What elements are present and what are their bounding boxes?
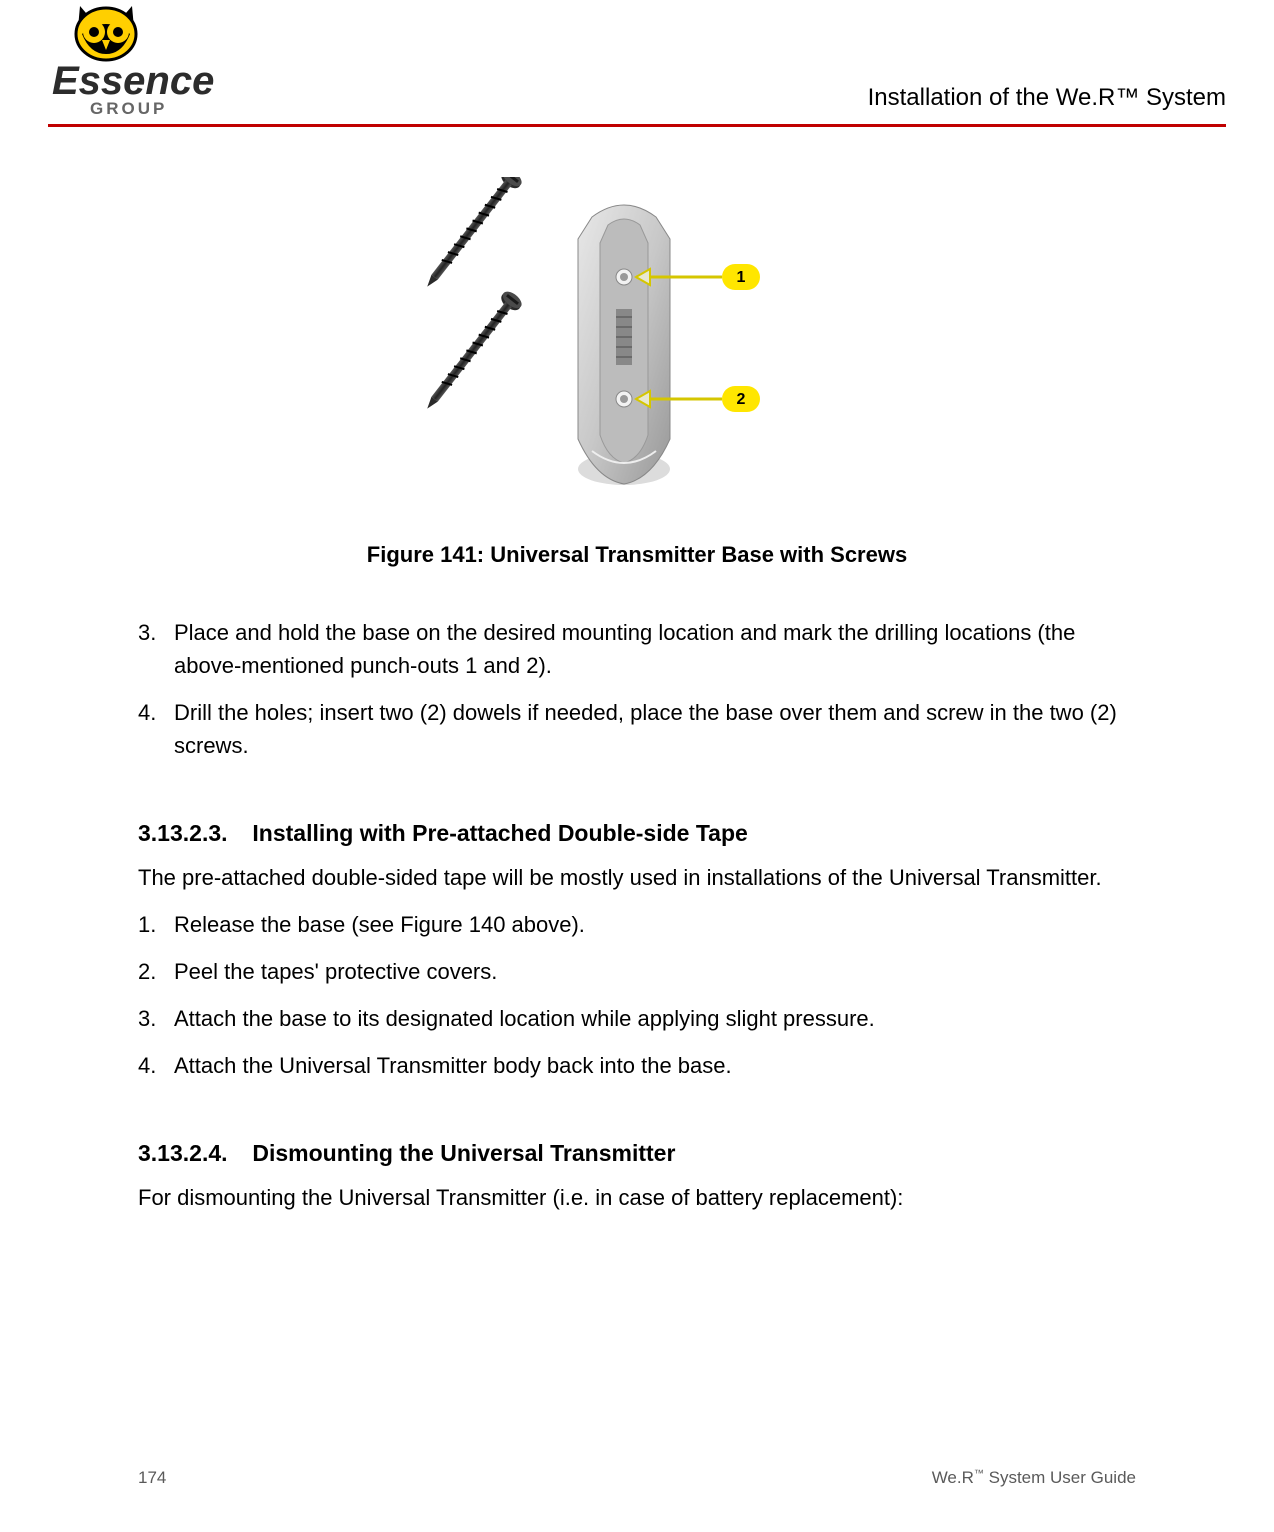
section-heading: 3.13.2.4. Dismounting the Universal Tran… [138,1140,1136,1167]
section-heading: 3.13.2.3. Installing with Pre-attached D… [138,820,1136,847]
page-number: 174 [138,1468,166,1488]
section-title: Dismounting the Universal Transmitter [252,1140,675,1166]
essence-logo: Essence GROUP [48,0,228,120]
step-list-a: 3. Place and hold the base on the desire… [138,616,1136,762]
list-item: 1. Release the base (see Figure 140 abov… [138,908,1136,941]
list-number: 2. [138,955,156,988]
list-text: Drill the holes; insert two (2) dowels i… [174,700,1117,758]
svg-text:1: 1 [737,269,746,286]
section-title: Installing with Pre-attached Double-side… [252,820,747,846]
list-number: 3. [138,1002,156,1035]
list-number: 4. [138,696,156,729]
section-number: 3.13.2.3. [138,820,246,847]
list-number: 3. [138,616,156,649]
section-number: 3.13.2.4. [138,1140,246,1167]
list-number: 1. [138,908,156,941]
figure-svg: 1 2 [422,177,852,507]
page-content: 1 2 Figure 141: Universal Transmitter Ba… [48,177,1226,1214]
list-text: Attach the Universal Transmitter body ba… [174,1053,732,1078]
svg-text:2: 2 [737,391,746,408]
list-text: Attach the base to its designated locati… [174,1006,875,1031]
list-text: Release the base (see Figure 140 above). [174,912,585,937]
step-list-b: 1. Release the base (see Figure 140 abov… [138,908,1136,1082]
section-intro: The pre-attached double-sided tape will … [138,861,1136,894]
list-item: 4. Attach the Universal Transmitter body… [138,1049,1136,1082]
page-title: Installation of the We.R™ System [868,84,1226,120]
figure: 1 2 Figure 141: Universal Transmitter Ba… [138,177,1136,568]
list-number: 4. [138,1049,156,1082]
guide-name: We.R™ System User Guide [932,1468,1136,1488]
page-footer: 174 We.R™ System User Guide [0,1468,1274,1488]
header-rule [48,124,1226,127]
page-header: Essence GROUP Installation of the We.R™ … [48,0,1226,120]
list-text: Peel the tapes' protective covers. [174,959,497,984]
list-item: 4. Drill the holes; insert two (2) dowel… [138,696,1136,762]
list-text: Place and hold the base on the desired m… [174,620,1075,678]
logo-subword: GROUP [90,99,167,118]
list-item: 3. Attach the base to its designated loc… [138,1002,1136,1035]
guide-tm: ™ [974,1468,984,1479]
section-intro: For dismounting the Universal Transmitte… [138,1181,1136,1214]
logo-word: Essence [52,59,214,103]
list-item: 2. Peel the tapes' protective covers. [138,955,1136,988]
list-item: 3. Place and hold the base on the desire… [138,616,1136,682]
guide-pre: We.R [932,1468,974,1487]
figure-caption: Figure 141: Universal Transmitter Base w… [138,542,1136,568]
guide-post: System User Guide [984,1468,1136,1487]
